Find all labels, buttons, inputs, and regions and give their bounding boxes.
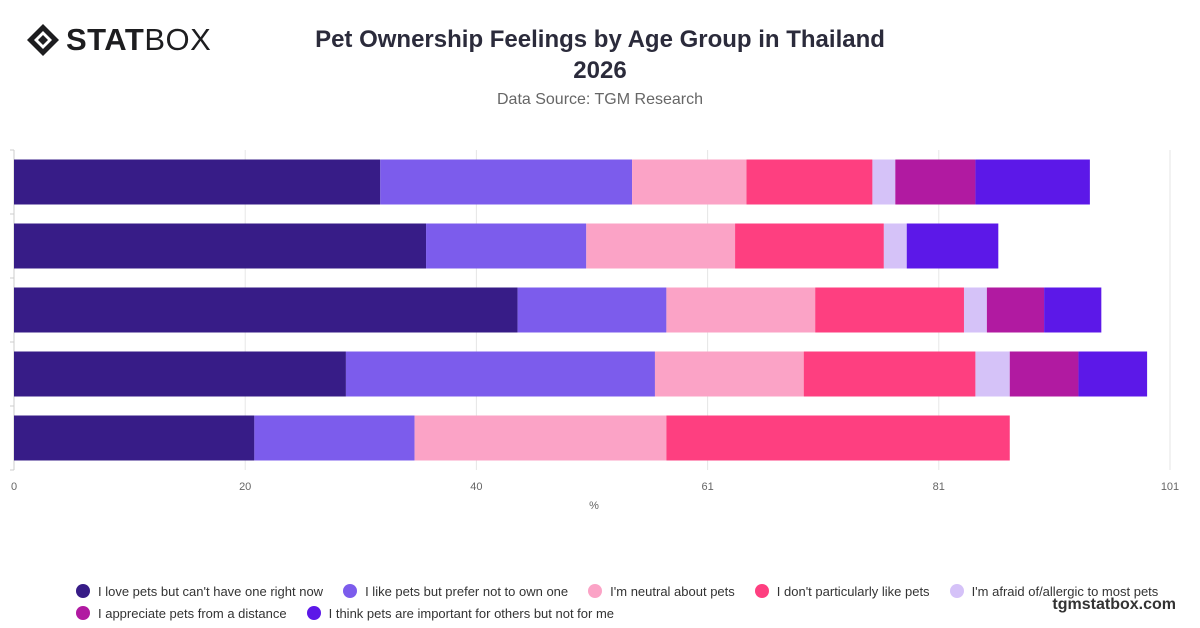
legend-label: I don't particularly like pets bbox=[776, 583, 930, 599]
bar-segment bbox=[906, 223, 999, 269]
x-tick-label: 40 bbox=[470, 481, 482, 493]
bar-segment bbox=[895, 159, 976, 205]
logo-wordmark: STATBOX bbox=[66, 22, 212, 57]
bar-segment bbox=[986, 287, 1045, 333]
legend-label: I like pets but prefer not to own one bbox=[365, 583, 569, 599]
bar-segment bbox=[586, 223, 736, 269]
legend-item[interactable]: I appreciate pets from a distance bbox=[76, 606, 287, 621]
legend-dot bbox=[588, 584, 603, 598]
x-tick-label: 101 bbox=[1161, 481, 1179, 493]
bar-segment bbox=[14, 415, 255, 461]
bar-segment bbox=[883, 223, 907, 269]
bar-segment bbox=[345, 351, 655, 397]
bar-segment bbox=[14, 351, 346, 397]
legend-item[interactable]: I love pets but can't have one right now bbox=[76, 584, 323, 599]
chart-title: Pet Ownership Feelings by Age Group in T… bbox=[300, 24, 900, 86]
diamond-logo-icon bbox=[27, 24, 59, 56]
x-axis-title: % bbox=[589, 500, 599, 512]
bar-segment bbox=[666, 287, 816, 333]
legend-item[interactable]: I'm neutral about pets bbox=[588, 584, 735, 599]
watermark: tgmstatbox.com bbox=[1052, 596, 1176, 613]
statbox-logo: STATBOX bbox=[26, 22, 211, 58]
legend-label: I appreciate pets from a distance bbox=[98, 605, 287, 621]
bar-segment bbox=[735, 223, 884, 269]
chart-title-line1: Pet Ownership Feelings by Age Group in T… bbox=[315, 26, 885, 53]
legend-dot bbox=[949, 584, 964, 598]
bar-segment bbox=[426, 223, 587, 269]
bar-segment bbox=[975, 159, 1090, 205]
x-tick-label: 81 bbox=[933, 481, 945, 493]
chart-title-line2: 2026 bbox=[573, 57, 627, 84]
x-tick-label: 0 bbox=[11, 481, 17, 493]
bar-segment bbox=[815, 287, 964, 333]
legend-dot bbox=[76, 584, 90, 598]
bar-segment bbox=[963, 287, 987, 333]
bar-segment bbox=[14, 223, 427, 269]
bar-segment bbox=[803, 351, 976, 397]
bar-segment bbox=[414, 415, 667, 461]
legend-row-2: I appreciate pets from a distance I thin… bbox=[76, 602, 1156, 624]
legend-dot bbox=[343, 584, 358, 598]
bar-segment bbox=[14, 287, 518, 333]
legend-label: I love pets but can't have one right now bbox=[98, 583, 324, 599]
bar-segment bbox=[746, 159, 873, 205]
legend-label: I think pets are important for others bu… bbox=[328, 605, 615, 621]
chart-subtitle: Data Source: TGM Research bbox=[496, 91, 703, 108]
legend-dot bbox=[306, 606, 321, 620]
legend-label: I'm neutral about pets bbox=[610, 583, 735, 599]
chart-legend: I love pets but can't have one right now… bbox=[76, 580, 1159, 624]
legend-label: I'm afraid of/allergic to most pets bbox=[971, 583, 1159, 599]
x-tick-label: 61 bbox=[701, 481, 713, 493]
bar-segment bbox=[1009, 351, 1079, 397]
legend-item[interactable]: I'm afraid of/allergic to most pets bbox=[949, 583, 1159, 599]
legend-dot bbox=[76, 606, 90, 620]
legend-dot bbox=[754, 584, 769, 598]
bar-segment bbox=[872, 159, 896, 205]
bar-segment bbox=[632, 159, 747, 205]
bar-segment bbox=[517, 287, 667, 333]
legend-row-1: I love pets but can't have one right now… bbox=[76, 580, 1159, 602]
bar-segment bbox=[975, 351, 1010, 397]
legend-item[interactable]: I think pets are important for others bu… bbox=[306, 605, 615, 621]
bar-segment bbox=[1078, 351, 1148, 397]
bar-segment bbox=[14, 159, 381, 205]
bar-segment bbox=[666, 415, 1010, 461]
x-tick-label: 20 bbox=[239, 481, 251, 493]
bar-segment bbox=[254, 415, 415, 461]
bar-segment bbox=[654, 351, 804, 397]
legend-item[interactable]: I don't particularly like pets bbox=[754, 583, 930, 599]
legend-item[interactable]: I like pets but prefer not to own one bbox=[343, 584, 568, 599]
bar-segment bbox=[1044, 287, 1102, 333]
bar-segment bbox=[380, 159, 633, 205]
